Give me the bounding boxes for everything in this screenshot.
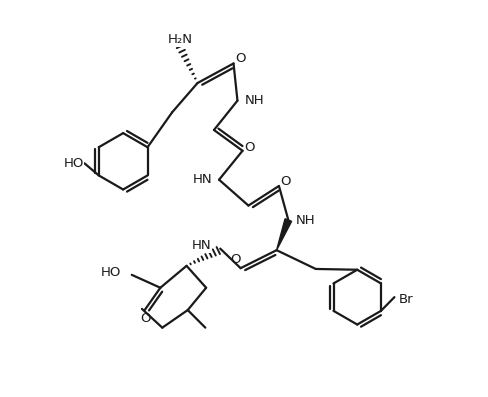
Text: HO: HO (63, 157, 83, 170)
Text: O: O (235, 52, 245, 65)
Polygon shape (276, 219, 291, 250)
Text: Br: Br (398, 293, 413, 306)
Text: O: O (244, 141, 254, 154)
Text: O: O (280, 175, 291, 188)
Text: NH: NH (295, 214, 314, 227)
Text: HN: HN (192, 173, 212, 186)
Text: HO: HO (100, 266, 121, 279)
Text: O: O (230, 253, 241, 266)
Text: NH: NH (244, 94, 264, 107)
Text: O: O (140, 312, 150, 325)
Text: HN: HN (192, 239, 211, 252)
Text: H₂N: H₂N (167, 33, 192, 46)
